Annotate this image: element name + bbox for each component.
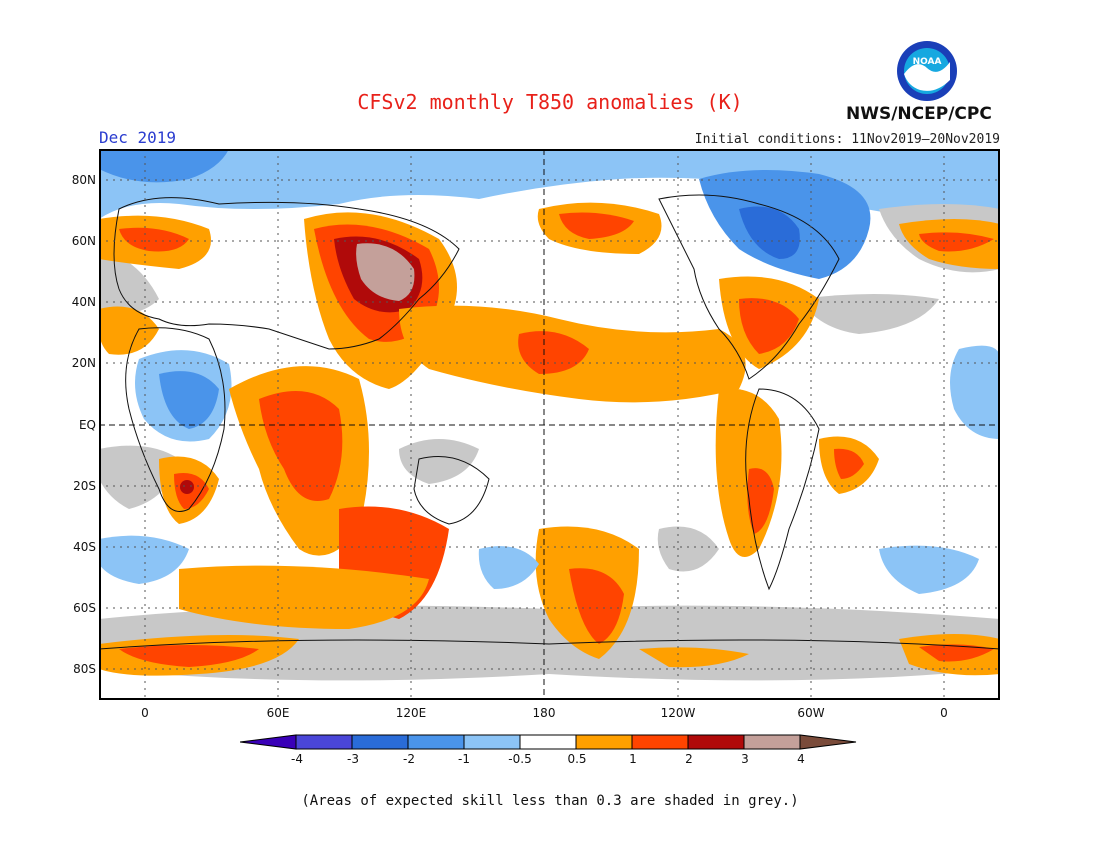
legend-label: -2 <box>403 752 415 766</box>
legend-swatch <box>575 734 633 750</box>
chart-title: CFSv2 monthly T850 anomalies (K) <box>357 90 743 114</box>
forecast-month: Dec 2019 <box>99 128 177 147</box>
legend-swatch <box>743 734 801 750</box>
legend-swatch <box>631 734 689 750</box>
lat-label: 40N <box>71 295 96 309</box>
legend-label: -4 <box>291 752 303 766</box>
lon-label: 120W <box>660 706 696 720</box>
lon-label: 0 <box>940 706 948 720</box>
legend-swatch <box>519 734 577 750</box>
map-frame <box>99 149 1000 700</box>
legend-swatch <box>351 734 409 750</box>
legend-label: -0.5 <box>508 752 532 766</box>
legend-label: 4 <box>797 752 805 766</box>
lon-label: 0 <box>141 706 149 720</box>
lat-label: 60S <box>73 601 96 615</box>
legend-label: -3 <box>347 752 359 766</box>
legend-label: 2 <box>685 752 693 766</box>
legend-label: 0.5 <box>567 752 587 766</box>
lon-label: 60W <box>797 706 825 720</box>
legend-swatch <box>799 734 857 750</box>
skill-note: (Areas of expected skill less than 0.3 a… <box>301 793 799 809</box>
lat-label: 80S <box>73 662 96 676</box>
lat-label: 40S <box>73 540 96 554</box>
agency-label: NWS/NCEP/CPC <box>846 104 992 124</box>
lat-label: 20S <box>73 479 96 493</box>
anomaly-map <box>99 149 1000 700</box>
lon-label: 180 <box>532 706 556 720</box>
lat-label: 80N <box>71 173 96 187</box>
lat-label: 60N <box>71 234 96 248</box>
lon-label: 60E <box>266 706 290 720</box>
initial-conditions: Initial conditions: 11Nov2019–20Nov2019 <box>694 132 1000 147</box>
color-legend <box>240 734 857 750</box>
logo-text: NOAA <box>913 57 942 67</box>
noaa-logo-icon: NOAA <box>897 41 957 101</box>
legend-swatch <box>687 734 745 750</box>
legend-swatch <box>407 734 465 750</box>
legend-label: 3 <box>741 752 749 766</box>
legend-swatch <box>240 734 297 750</box>
legend-label: 1 <box>629 752 637 766</box>
lon-label: 120E <box>395 706 427 720</box>
legend-swatch <box>295 734 353 750</box>
lat-label: 20N <box>71 356 96 370</box>
lat-label: EQ <box>78 418 96 432</box>
legend-swatch <box>463 734 521 750</box>
legend-label: -1 <box>458 752 470 766</box>
